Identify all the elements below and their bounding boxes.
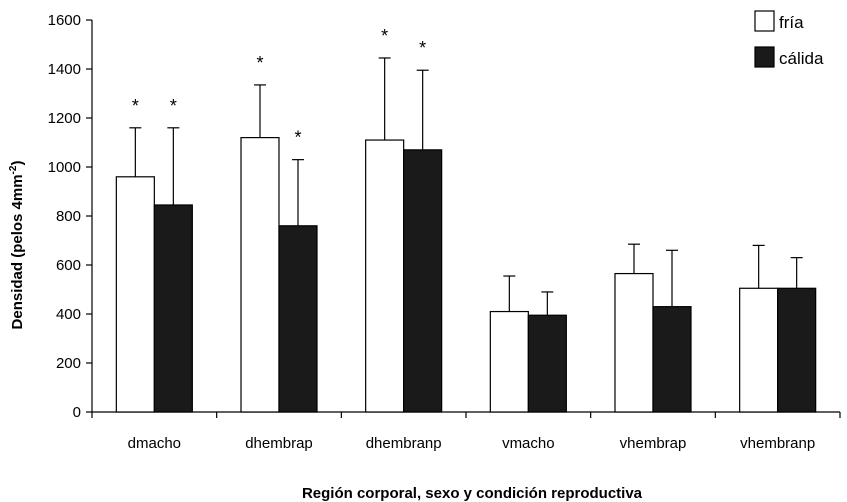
significance-marker-dmacho-0: * (132, 96, 139, 116)
x-axis-title: Región corporal, sexo y condición reprod… (302, 485, 643, 502)
y-tick-label-4: 800 (56, 208, 81, 225)
bar-vhembranp-fria (739, 287, 779, 413)
bar-dhembrap-fria (240, 137, 280, 413)
significance-markers: * * * * * * (132, 26, 426, 148)
y-tick-label-8: 1600 (48, 12, 81, 29)
x-tick-label-vhembranp: vhembranp (740, 435, 815, 452)
y-tick-label-7: 1400 (48, 61, 81, 78)
bar-dhembrap-calida (278, 225, 318, 413)
bar-vhembranp-calida (777, 287, 817, 413)
legend-swatch-calida (754, 46, 775, 68)
significance-marker-dmacho-1: * (170, 96, 177, 116)
y-tick-label-3: 600 (56, 257, 81, 274)
legend: fría cálida (754, 10, 824, 68)
legend-swatch-fria (754, 10, 775, 32)
y-tick-label-0: 0 (73, 404, 81, 421)
x-tick-label-vhembrap: vhembrap (620, 435, 687, 452)
bar-vmacho-calida (527, 314, 567, 413)
significance-marker-dhembrap-0: * (256, 53, 263, 73)
y-tick-label-2: 400 (56, 306, 81, 323)
x-tick-label-vmacho: vmacho (502, 435, 555, 452)
significance-marker-dhembranp-1: * (419, 38, 426, 58)
x-tick-label-dhembranp: dhembranp (366, 435, 442, 452)
legend-label-calida: cálida (779, 49, 824, 68)
y-tick-label-5: 1000 (48, 159, 81, 176)
bar-vhembrap-calida (652, 306, 692, 413)
bar-dmacho-calida (153, 204, 193, 413)
x-tick-label-dmacho: dmacho (128, 435, 181, 452)
bar-dmacho-fria (115, 176, 155, 413)
x-axis: dmacho dhembrap dhembranp vmacho vhembrap vhe… (91, 411, 841, 452)
error-bars (129, 57, 803, 316)
bar-vmacho-fria (489, 310, 529, 413)
legend-label-fria: fría (779, 13, 804, 32)
significance-marker-dhembrap-1: * (294, 128, 301, 148)
bar-dhembranp-calida (403, 149, 443, 413)
y-tick-label-6: 1200 (48, 110, 81, 127)
y-axis-title: Densidad (pelos 4mm-2) (8, 161, 26, 330)
y-axis: 0 200 400 600 800 1000 1200 1400 1600 (48, 12, 93, 421)
bar-vhembrap-fria (614, 272, 654, 413)
y-tick-label-1: 200 (56, 355, 81, 372)
significance-marker-dhembranp-0: * (381, 26, 388, 46)
bars (115, 137, 817, 413)
x-tick-label-dhembrap: dhembrap (245, 435, 313, 452)
bar-dhembranp-fria (365, 139, 405, 413)
